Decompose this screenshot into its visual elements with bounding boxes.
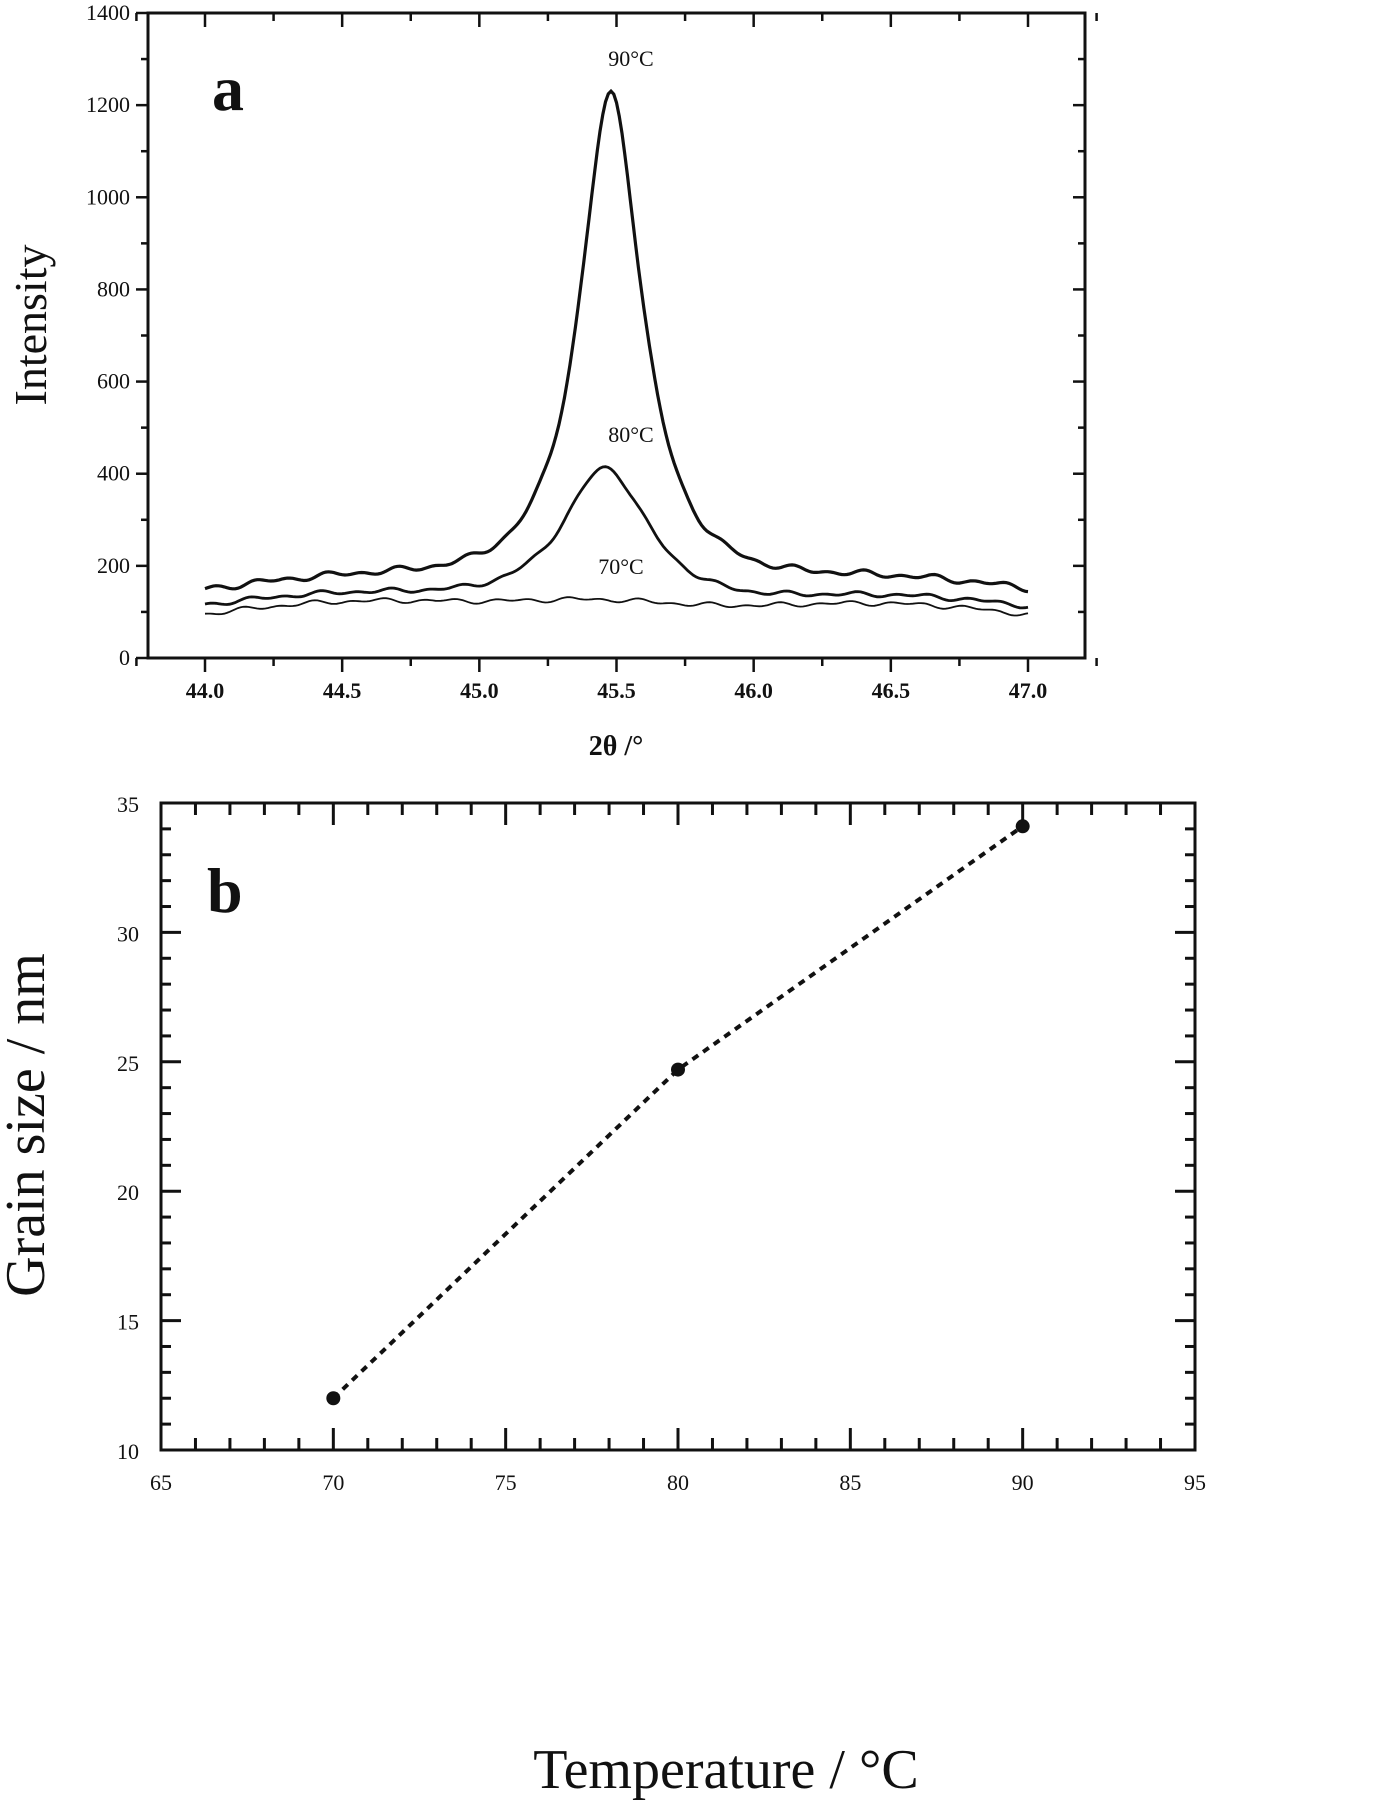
x-tick-label: 45.5 xyxy=(597,678,636,703)
panel-a-axes xyxy=(135,11,1098,672)
y-tick-label: 1000 xyxy=(86,184,130,209)
x-tick-label: 45.0 xyxy=(460,678,499,703)
y-tick-label: 400 xyxy=(97,461,130,486)
panel-b-frame xyxy=(159,801,1197,1452)
curve-label-80c: 80°C xyxy=(608,422,653,447)
x-tick-label: 44.5 xyxy=(323,678,362,703)
y-tick-label: 1400 xyxy=(86,0,130,25)
y-tick-label: 200 xyxy=(97,553,130,578)
x-tick-label: 85 xyxy=(839,1470,861,1495)
curve-label-90c: 90°C xyxy=(608,46,653,71)
data-point-marker xyxy=(1015,819,1030,834)
x-tick-label: 65 xyxy=(150,1470,172,1495)
panel-a-y-axis-title: Intensity xyxy=(5,245,56,406)
panel-a-letter: a xyxy=(212,53,244,124)
y-tick-label: 10 xyxy=(117,1439,139,1464)
x-tick-label: 47.0 xyxy=(1009,678,1048,703)
x-tick-label: 95 xyxy=(1184,1470,1206,1495)
y-tick-label: 25 xyxy=(117,1051,139,1076)
x-tick-label: 44.0 xyxy=(186,678,225,703)
y-tick-label: 1200 xyxy=(86,92,130,117)
panel-b-x-tick-labels: 65 70 75 80 85 90 95 xyxy=(150,1470,1206,1495)
y-tick-label: 20 xyxy=(117,1180,139,1205)
curve-90c xyxy=(204,88,1029,594)
x-tick-label: 46.5 xyxy=(872,678,911,703)
grain-size-trend-line xyxy=(331,824,1024,1400)
panel-b-y-axis-title: Grain size / nm xyxy=(0,953,57,1297)
panel-b-series xyxy=(326,819,1030,1406)
panel-a-curves xyxy=(204,88,1029,617)
panel-b-x-axis-title: Temperature / °C xyxy=(533,1739,918,1800)
y-tick-label: 35 xyxy=(117,792,139,817)
x-tick-label: 80 xyxy=(667,1470,689,1495)
curve-80c xyxy=(204,465,1029,610)
x-tick-label: 46.0 xyxy=(734,678,773,703)
y-tick-label: 800 xyxy=(97,276,130,301)
data-point-marker xyxy=(671,1062,685,1077)
data-point-marker xyxy=(326,1391,341,1406)
panel-a-x-tick-labels: 44.0 44.5 45.0 45.5 46.0 46.5 47.0 xyxy=(186,678,1048,703)
panel-b-axes xyxy=(159,801,1197,1452)
y-tick-label: 15 xyxy=(117,1310,139,1335)
curve-label-70c: 70°C xyxy=(598,554,643,579)
panel-b-letter: b xyxy=(207,855,243,926)
y-tick-label: 30 xyxy=(117,921,139,946)
y-tick-label: 0 xyxy=(119,645,130,670)
panel-b: 10 15 20 25 30 35 65 70 75 80 85 90 95 b Grain size… xyxy=(0,792,1206,1800)
panel-a-y-tick-labels: 0 200 400 600 800 1000 1200 1400 xyxy=(86,0,130,670)
panel-a-x-axis-title: 2θ /° xyxy=(589,731,644,762)
panel-a: 0 200 400 600 800 1000 1200 1400 44.0 44.5 45.0 45… xyxy=(5,0,1098,762)
x-tick-label: 75 xyxy=(495,1470,517,1495)
y-tick-label: 600 xyxy=(97,369,130,394)
panel-b-y-tick-labels: 10 15 20 25 30 35 xyxy=(117,792,139,1464)
x-tick-label: 70 xyxy=(322,1470,344,1495)
curve-70c xyxy=(204,596,1029,617)
x-tick-label: 90 xyxy=(1012,1470,1034,1495)
